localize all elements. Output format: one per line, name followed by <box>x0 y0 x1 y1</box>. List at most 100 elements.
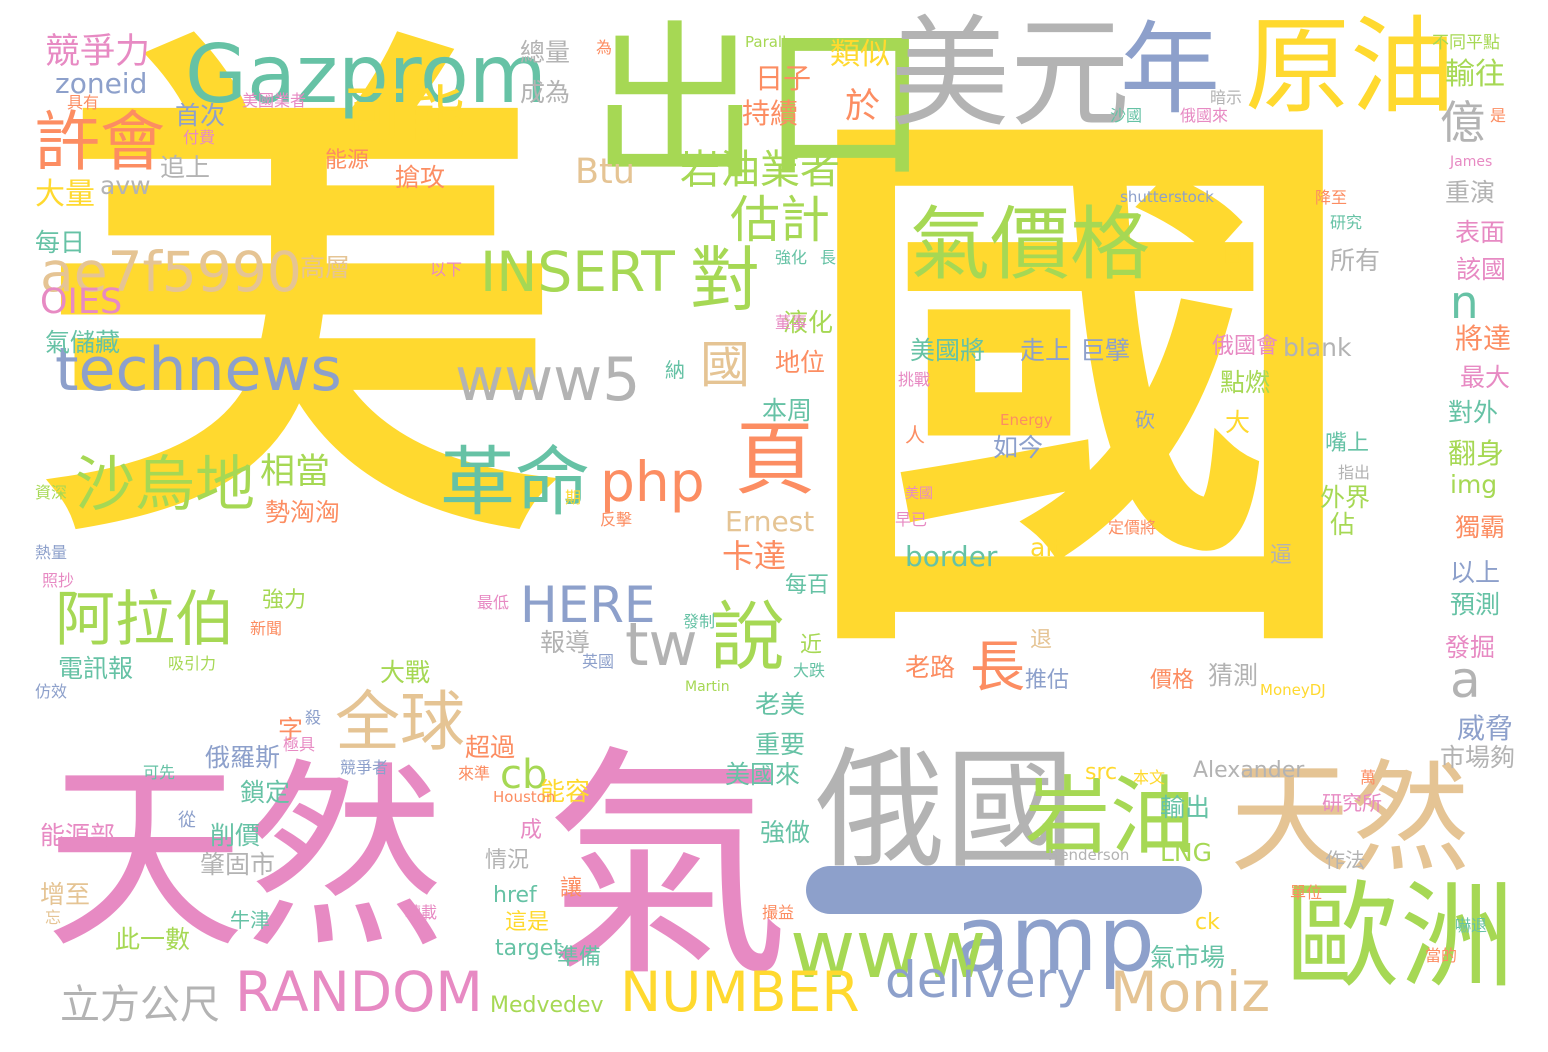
cloud-word: 液化 <box>783 308 834 337</box>
cloud-word: 超過 <box>465 733 516 762</box>
cloud-word: 暗示 <box>1210 88 1243 107</box>
cloud-word: 搶攻 <box>395 163 446 192</box>
cloud-word: 增至 <box>40 880 91 909</box>
cloud-word: ck <box>1195 910 1220 935</box>
cloud-word: 逼 <box>1270 543 1293 568</box>
cloud-word: 岩油 <box>1025 768 1196 867</box>
cloud-word: 出口 <box>590 6 931 204</box>
cloud-word: 重演 <box>1445 178 1496 207</box>
cloud-word: James <box>1450 154 1493 170</box>
cloud-word: 大量 <box>35 177 95 212</box>
cloud-word: Gazprom <box>185 28 547 121</box>
cloud-word: 董事 <box>775 313 808 332</box>
cloud-word: 具有 <box>67 93 100 112</box>
cloud-word: 氣市場 <box>1150 943 1226 972</box>
cloud-word: avw <box>100 171 151 200</box>
cloud-word: Martin <box>685 679 730 695</box>
cloud-word: cb <box>500 752 548 798</box>
cloud-word: 頁 <box>735 413 815 506</box>
cloud-word: 總量 <box>520 38 571 67</box>
cloud-word: 付費 <box>183 128 216 147</box>
cloud-word: 俄國會 <box>1212 334 1279 359</box>
cloud-word: 字 <box>278 715 304 744</box>
cloud-word: 鎖定 <box>240 778 291 807</box>
cloud-word: Medvedev <box>490 993 604 1018</box>
cloud-word: 猜測 <box>1208 661 1259 690</box>
cloud-word: 強化 <box>775 248 808 267</box>
cloud-word: 成 <box>520 818 543 843</box>
cloud-word: 仿效 <box>35 682 68 701</box>
cloud-word: delivery <box>885 951 1086 1009</box>
cloud-word: 能源 <box>325 148 370 173</box>
cloud-word: 俄羅斯 <box>205 743 281 772</box>
cloud-word: 美 <box>40 0 560 603</box>
cloud-word: 退 <box>1030 628 1053 653</box>
cloud-word: 億 <box>1440 96 1486 149</box>
cloud-word: 高層 <box>300 253 351 282</box>
cloud-word: 類似 <box>830 37 890 72</box>
cloud-word: OIES <box>40 282 123 322</box>
cloud-word: 美元 <box>890 5 1130 144</box>
cloud-word: 忘 <box>45 908 62 927</box>
cloud-word: 美國將 <box>910 336 986 365</box>
cloud-word: 準備 <box>557 945 602 970</box>
cloud-word: 該國 <box>1456 255 1507 284</box>
cloud-word: 人 <box>905 423 925 447</box>
cloud-word: 年 <box>1120 11 1220 128</box>
cloud-word: amp <box>955 887 1155 992</box>
cloud-word: 將達 <box>1455 322 1512 355</box>
cloud-word: 革命 <box>440 438 591 526</box>
cloud-word: 天然 <box>45 743 446 976</box>
cloud-word: 競爭者 <box>340 758 389 777</box>
cloud-word: ae7f5990 <box>40 240 302 304</box>
cloud-word: 成為 <box>520 78 571 107</box>
cloud-word: 日子 <box>755 62 812 95</box>
cloud-word: 是 <box>1490 106 1507 125</box>
cloud-word: 單位 <box>1290 883 1323 902</box>
cloud-word: n <box>1450 276 1479 329</box>
cloud-word: 期 <box>565 488 582 507</box>
cloud-word: 歐洲 <box>1285 870 1516 1004</box>
cloud-word: 這是 <box>505 910 550 935</box>
cloud-word: 照抄 <box>42 571 75 590</box>
cloud-word: 沙國 <box>1110 106 1143 125</box>
cloud-word: MoneyDJ <box>1260 681 1326 699</box>
cloud-word: src <box>1085 760 1118 785</box>
cloud-word: 老美 <box>755 690 806 719</box>
cloud-word: 美國業者 <box>242 91 307 110</box>
cloud-word: 表面 <box>1455 218 1506 247</box>
cloud-word: 來準 <box>458 764 491 783</box>
cloud-word: 老路 <box>905 653 956 682</box>
cloud-word: 相當 <box>260 452 331 492</box>
cloud-word: 此一數 <box>115 925 191 954</box>
cloud-word: 情況 <box>485 848 530 873</box>
cloud-word: 翻身 <box>1448 437 1505 470</box>
cloud-word: Moniz <box>1110 960 1271 1024</box>
cloud-word: 日 <box>1222 243 1245 268</box>
cloud-word: 俄國來 <box>1180 106 1229 125</box>
cloud-word: NUMBER <box>620 960 860 1024</box>
cloud-word: 佔 <box>1330 510 1356 539</box>
cloud-word: LNG <box>1160 838 1213 867</box>
cloud-word: href <box>493 883 537 908</box>
cloud-word: border <box>905 540 998 573</box>
cloud-word: 許會 <box>35 105 166 180</box>
cloud-word: 本周 <box>762 396 813 425</box>
cloud-word: 輸出 <box>1160 793 1211 822</box>
cloud-word: 地位 <box>775 348 826 377</box>
cloud-word: 撮益 <box>762 903 795 922</box>
cloud-word: 輸往 <box>1445 57 1505 92</box>
cloud-word: 首次 <box>175 101 226 130</box>
cloud-word: Btu <box>575 152 635 192</box>
cloud-word: zoneid <box>55 67 148 100</box>
cloud-word: 當的 <box>1425 946 1458 965</box>
cloud-word: 強力 <box>262 588 307 613</box>
cloud-word: 嚇退 <box>1455 916 1488 935</box>
cloud-word: 點燃 <box>1220 368 1271 397</box>
cloud-word: Alexander <box>1193 758 1305 783</box>
cloud-word: 沙烏地 <box>75 450 255 520</box>
cloud-word: 電訊報 <box>58 654 134 683</box>
cloud-word: 轉載 <box>405 903 438 922</box>
cloud-word: Energy <box>1000 411 1053 429</box>
